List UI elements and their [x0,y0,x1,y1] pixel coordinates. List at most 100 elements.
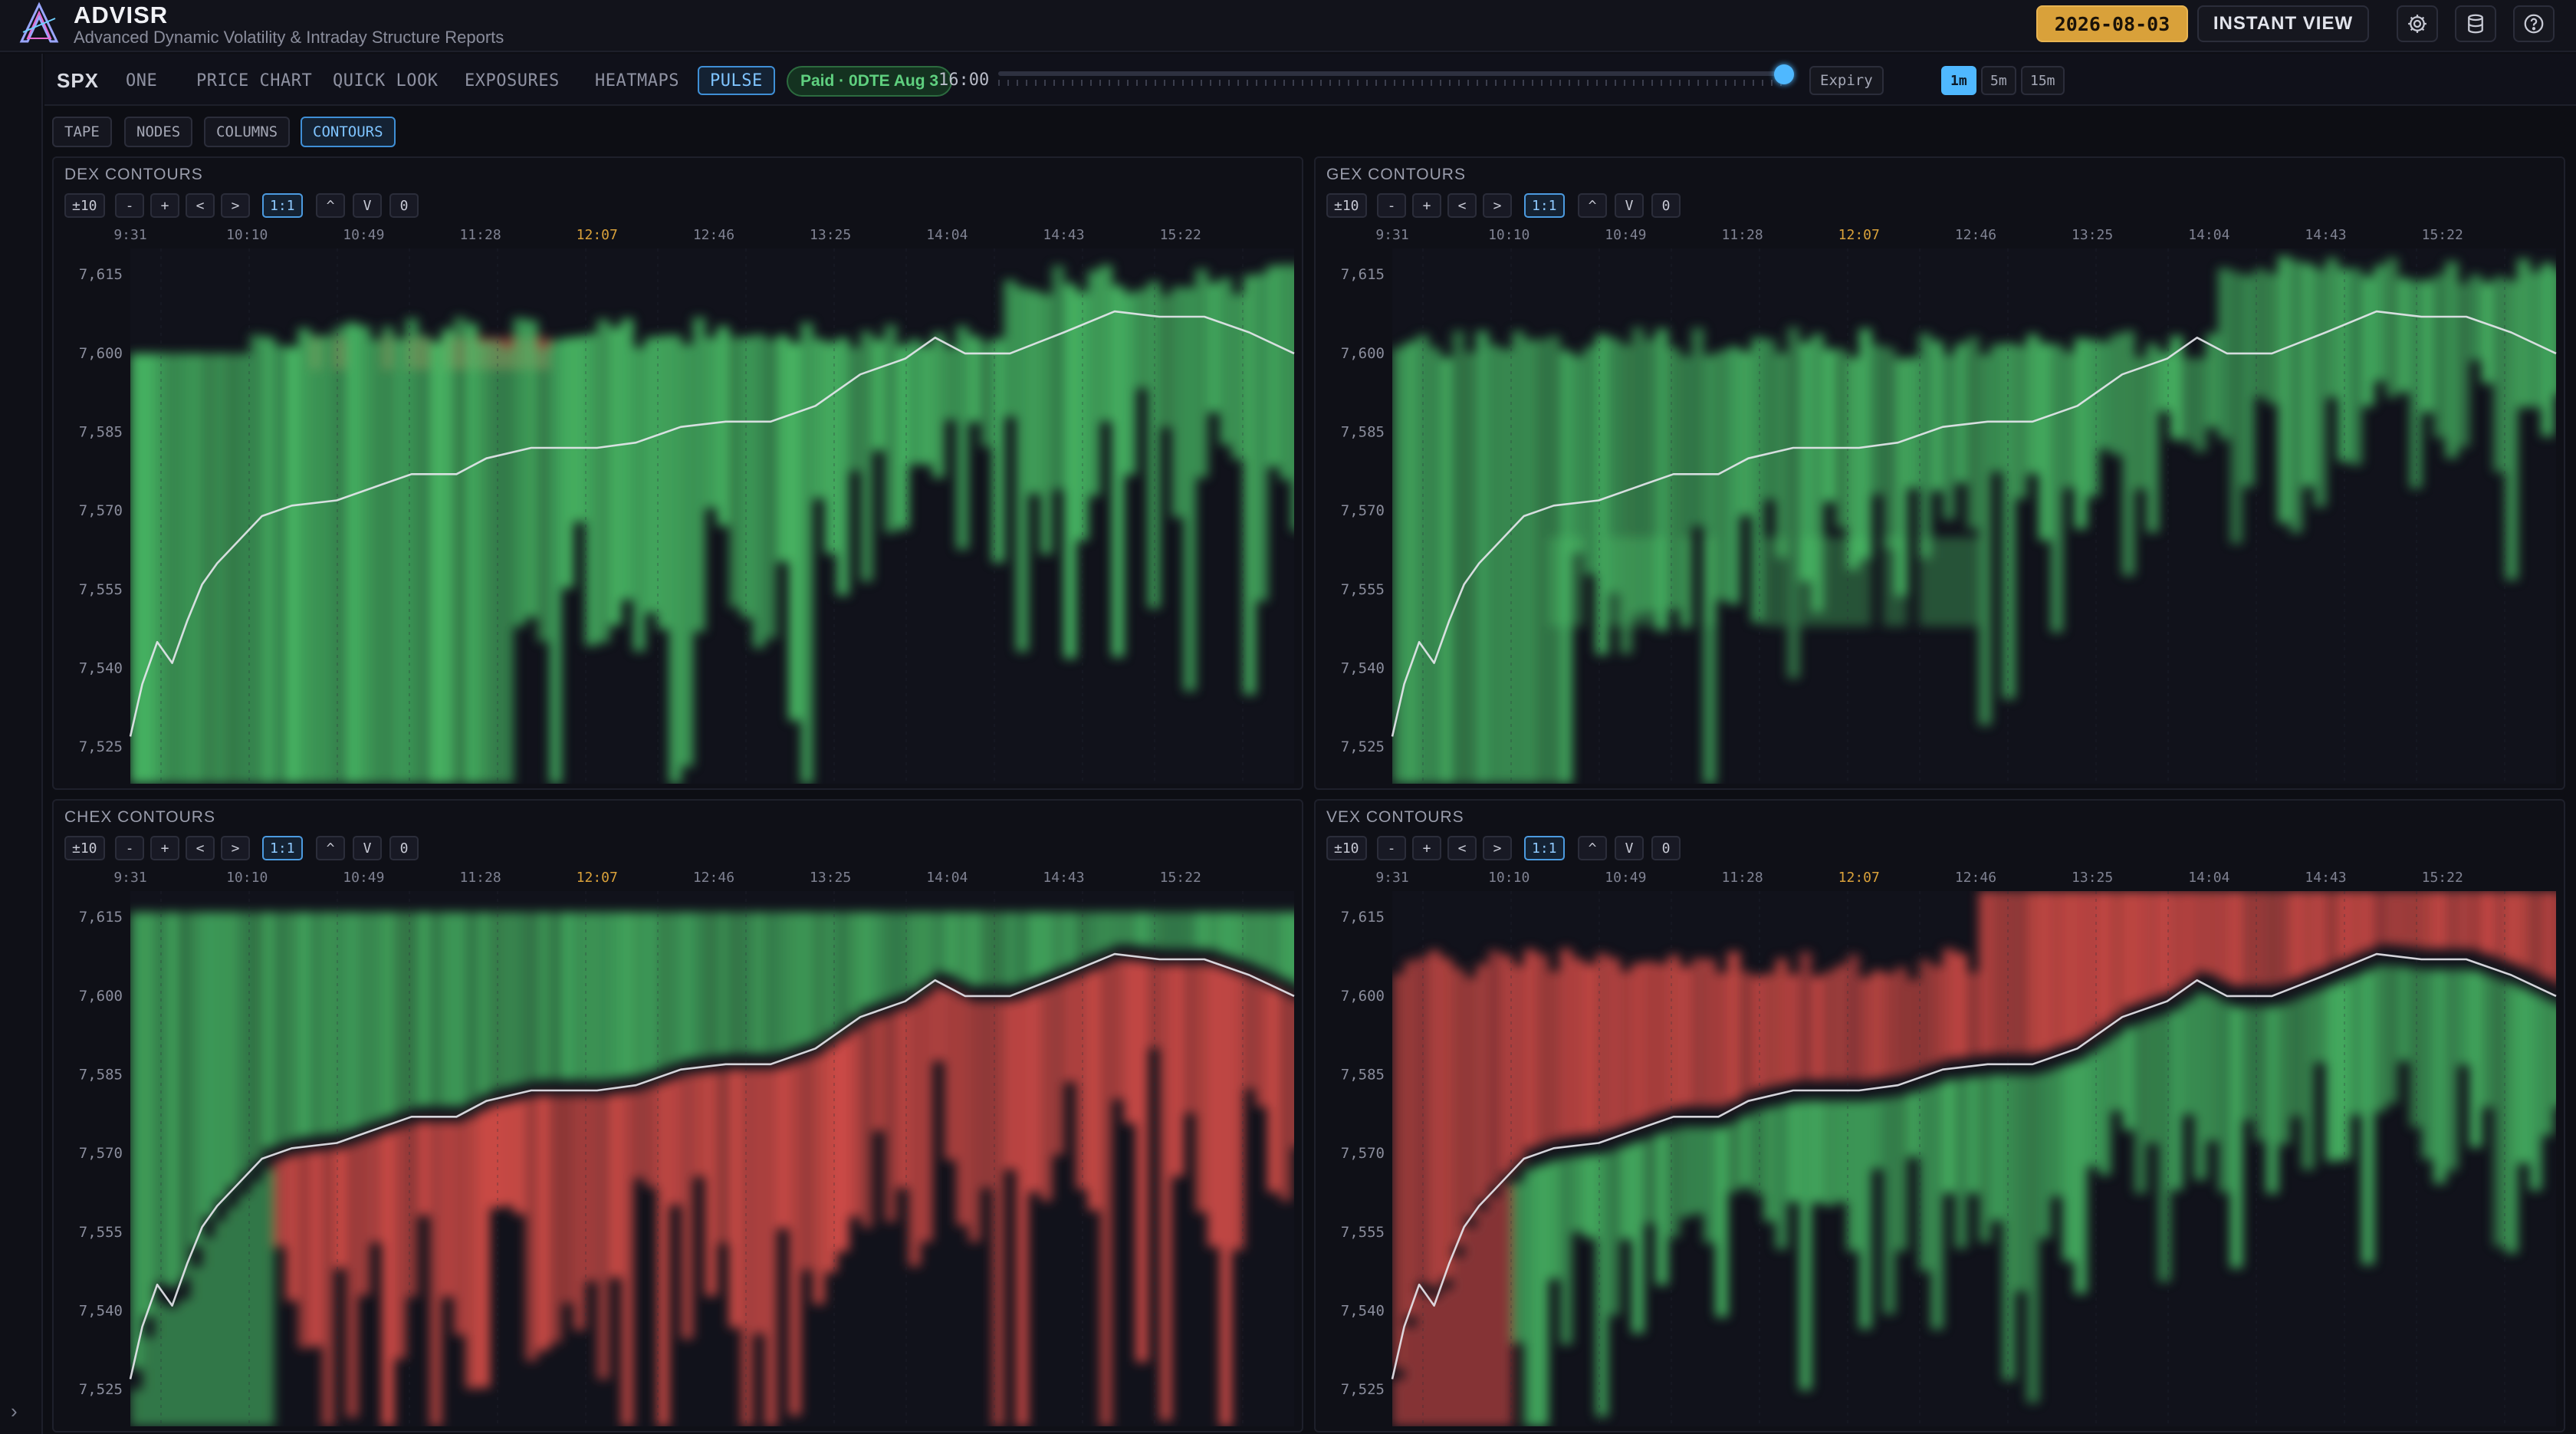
heat-cell [1572,537,1585,627]
subtab-nodes[interactable]: NODES [124,117,193,147]
date-picker-button[interactable]: 2026-08-03 [2036,5,2188,42]
heat-cell [728,912,742,1054]
heat-cell [728,337,742,608]
pan-right-button[interactable]: > [1483,836,1512,860]
heat-cell [334,1148,347,1268]
heat-cell [429,341,442,784]
contour-plot[interactable]: 9:31 10:10 10:49 11:28 12:07 12:46 13:25 14:04 1… [54,222,1302,788]
pan-down-button[interactable]: V [1615,836,1644,860]
contour-plot[interactable]: 9:31 10:10 10:49 11:28 12:07 12:46 13:25 14:04 1… [1316,222,2564,788]
instant-view-button[interactable]: INSTANT VIEW [2197,5,2369,42]
tab-one[interactable]: ONE [126,71,158,90]
zoom-out-button[interactable]: - [1377,836,1406,860]
heat-cell [2457,283,2470,447]
heat-cell [2014,1074,2028,1291]
heat-cell [2086,340,2099,497]
aspect-button[interactable]: 1:1 [262,193,303,218]
pan-down-button[interactable]: V [353,193,382,218]
y-tick-label: 7,570 [79,502,123,519]
range-button[interactable]: ±10 [1326,193,1367,218]
tab-exposures[interactable]: EXPOSURES [465,71,560,90]
pan-left-button[interactable]: < [1447,836,1477,860]
heat-cell [1607,958,1621,1130]
heat-cell [2409,280,2423,488]
subtab-tape[interactable]: TAPE [52,117,112,147]
heat-cell [1219,912,1233,955]
zoom-in-button[interactable]: + [1412,193,1441,218]
heat-cell [453,1122,467,1335]
timeframe-15m[interactable]: 15m [2021,66,2065,95]
reset-button[interactable]: 0 [1651,836,1681,860]
zoom-in-button[interactable]: + [150,836,179,860]
heat-cell [214,353,227,784]
heat-cell [968,1001,981,1242]
help-icon [2524,14,2544,34]
timeframe-1m[interactable]: 1m [1941,66,1976,95]
heat-cell [2373,891,2387,946]
heat-cell [1440,357,1454,784]
pan-down-button[interactable]: V [353,836,382,860]
heat-cell [513,912,527,1084]
reset-button[interactable]: 0 [389,836,419,860]
pan-left-button[interactable]: < [186,193,215,218]
pan-right-button[interactable]: > [1483,193,1512,218]
pan-down-button[interactable]: V [1615,193,1644,218]
heat-cell [2373,265,2387,381]
contour-plot[interactable]: 9:31 10:10 10:49 11:28 12:07 12:46 13:25 14:04 1… [1316,865,2564,1431]
time-slider-thumb[interactable] [1774,64,1794,84]
range-button[interactable]: ±10 [64,193,105,218]
zoom-out-button[interactable]: - [115,193,144,218]
range-button[interactable]: ±10 [64,836,105,860]
expand-chevron-icon[interactable]: › [11,1399,18,1422]
reset-button[interactable]: 0 [1651,193,1681,218]
tab-quick-look[interactable]: QUICK LOOK [333,71,439,90]
symbol-label[interactable]: SPX [57,69,100,92]
range-button[interactable]: ±10 [1326,836,1367,860]
heat-cell [202,912,215,1217]
pan-up-button[interactable]: ^ [316,193,345,218]
aspect-button[interactable]: 1:1 [262,836,303,860]
subtab-contours[interactable]: CONTOURS [301,117,396,147]
zoom-out-button[interactable]: - [1377,193,1406,218]
help-button[interactable] [2513,5,2555,42]
heat-cell [1231,974,1244,1250]
timeframe-5m[interactable]: 5m [1981,66,2016,95]
zoom-in-button[interactable]: + [150,193,179,218]
y-tick-label: 7,555 [1341,1224,1385,1241]
tab-heatmaps[interactable]: HEATMAPS [595,71,679,90]
contour-plot[interactable]: 9:31 10:10 10:49 11:28 12:07 12:46 13:25 14:04 1… [54,865,1302,1431]
aspect-button[interactable]: 1:1 [1524,193,1565,218]
x-tick-label: 10:49 [343,870,384,886]
heat-cell [1583,964,1597,1135]
heat-cell [1763,537,1776,627]
tab-pulse[interactable]: PULSE [698,66,775,95]
pan-up-button[interactable]: ^ [1578,193,1607,218]
zoom-in-button[interactable]: + [1412,836,1441,860]
pan-up-button[interactable]: ^ [1578,836,1607,860]
y-tick-label: 7,600 [79,345,123,362]
time-slider-track[interactable] [998,71,1783,76]
pan-up-button[interactable]: ^ [316,836,345,860]
aspect-button[interactable]: 1:1 [1524,836,1565,860]
heat-cell [1404,960,1418,1317]
pan-right-button[interactable]: > [221,193,250,218]
heat-cell [2157,891,2171,995]
settings-button[interactable] [2397,5,2438,42]
data-source-button[interactable] [2455,5,2496,42]
expiry-button[interactable]: Expiry [1809,66,1884,95]
heat-cell [836,912,849,1024]
x-tick-label: 10:49 [343,227,384,243]
tab-price-chart[interactable]: PRICE CHART [196,71,313,90]
heat-cell [1775,537,1789,627]
heat-cell [1858,977,1872,1080]
heat-cell [1416,334,1429,784]
heat-cell [1954,1078,1968,1248]
zoom-out-button[interactable]: - [115,836,144,860]
reset-button[interactable]: 0 [389,193,419,218]
subtab-columns[interactable]: COLUMNS [204,117,291,147]
heat-cell [2541,891,2555,979]
pan-left-button[interactable]: < [186,836,215,860]
heat-cell [178,912,192,1279]
pan-left-button[interactable]: < [1447,193,1477,218]
pan-right-button[interactable]: > [221,836,250,860]
